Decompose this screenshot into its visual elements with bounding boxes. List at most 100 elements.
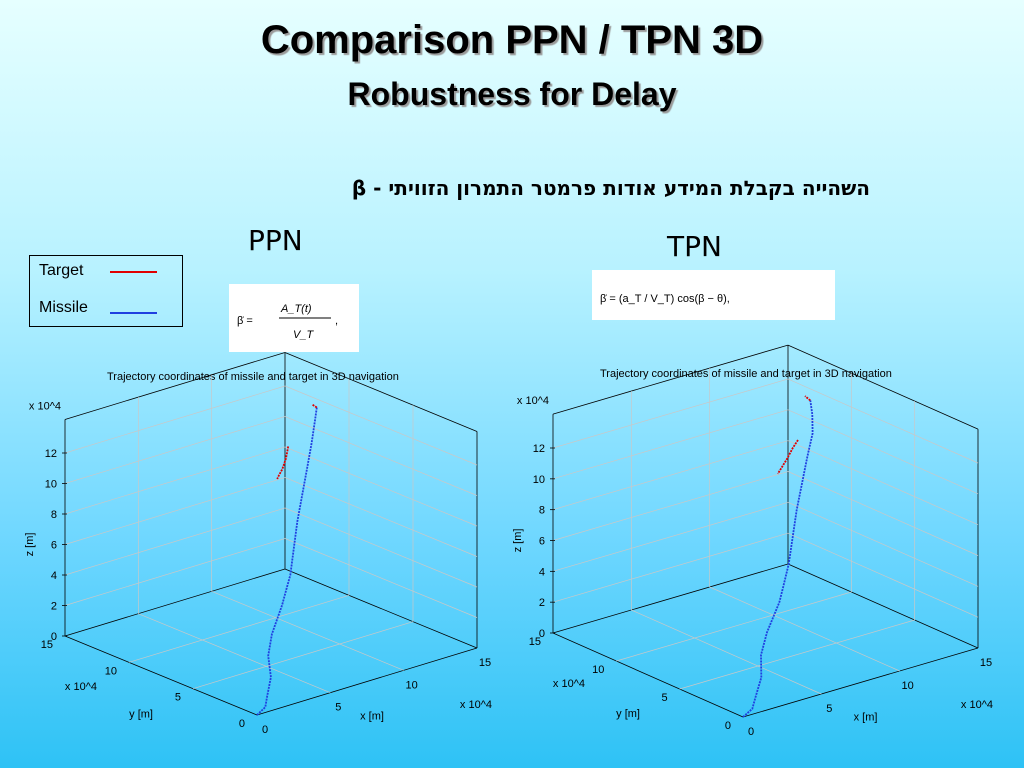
- ppn-z-tick-label: 6: [51, 540, 57, 552]
- ppn-grid-wall-z2: [284, 538, 478, 618]
- ppn-grid-floor-y: [128, 594, 350, 663]
- legend-missile-line: [110, 312, 157, 314]
- ppn-x-tick-label: 10: [406, 679, 418, 691]
- ppn-grid-wall-z2: [284, 477, 478, 557]
- ppn-grid-wall-z1: [64, 416, 286, 484]
- ppn-box-edge: [284, 568, 478, 649]
- ppn-grid-wall-z1: [64, 477, 286, 545]
- ppn-y-multiplier: x 10^4: [65, 681, 97, 693]
- tpn-z-tick-label: 12: [533, 443, 545, 455]
- tpn-x-tick-label: 15: [980, 657, 992, 669]
- tpn-grid-wall-z2: [787, 409, 979, 495]
- chart-title-tpn: Trajectory coordinates of missile and ta…: [600, 368, 892, 380]
- tpn-grid-wall-z2: [787, 378, 979, 464]
- ppn-formula-numerator: A_T(t): [280, 303, 312, 315]
- ppn-grid-floor-x: [138, 613, 331, 693]
- ppn-box-edge: [64, 635, 258, 716]
- tpn-formula-svg: β̇ = (a_T / V_T) cos(β − θ),: [600, 293, 730, 305]
- tpn-grid-wall-z1: [552, 409, 789, 480]
- ppn-z-tick-label: 12: [45, 448, 57, 460]
- tpn-z-tick-label: 10: [533, 474, 545, 486]
- ppn-series-target-top-: [312, 404, 318, 409]
- ppn-grid-floor-x: [211, 591, 404, 671]
- tpn-grid-wall-z2: [787, 440, 979, 525]
- slide-title: Comparison PPN / TPN 3D: [260, 18, 764, 62]
- tpn-x-axis-label: x [m]: [854, 712, 878, 724]
- tpn-series-target: [777, 439, 799, 475]
- tpn-box-edge: [552, 632, 744, 718]
- chart-title-ppn: Trajectory coordinates of missile and ta…: [107, 371, 399, 383]
- tpn-z-multiplier: x 10^4: [517, 395, 549, 407]
- ppn-formula-lhs: β̇ =: [237, 315, 253, 327]
- ppn-x-axis-label: x [m]: [360, 711, 384, 723]
- tpn-grid-wall-z1: [552, 378, 789, 449]
- tpn-box-edge: [742, 647, 979, 718]
- tpn-grid-wall-z1: [552, 532, 789, 603]
- ppn-formula-denominator: V_T: [293, 329, 314, 341]
- ppn-z-tick-label: 0: [51, 631, 57, 643]
- ppn-y-tick-label: 0: [239, 718, 245, 730]
- ppn-grid-wall-z2: [284, 507, 478, 588]
- ppn-z-tick-label: 2: [51, 601, 57, 613]
- tpn-grid-floor-y: [679, 619, 915, 690]
- ppn-y-tick-label: 10: [105, 665, 117, 677]
- ppn-z-tick-label: 4: [51, 570, 57, 582]
- tpn-x-tick-label: 5: [826, 703, 832, 715]
- tpn-grid-wall-z2: [787, 502, 979, 587]
- ppn-formula: β̇ = A_T(t) V_T ,: [229, 284, 359, 352]
- tpn-formula-text: β̇ = (a_T / V_T) cos(β − θ),: [600, 293, 730, 305]
- ppn-x-multiplier: x 10^4: [460, 699, 492, 711]
- legend-target-line: [110, 271, 157, 273]
- ppn-grid-wall-z2: [284, 446, 478, 527]
- ppn-formula-svg: β̇ = A_T(t) V_T ,: [237, 303, 338, 341]
- tpn-y-tick-label: 10: [592, 664, 604, 676]
- tpn-z-tick-label: 8: [539, 505, 545, 517]
- tpn-grid-floor-y: [616, 591, 852, 662]
- tpn-box-edge: [552, 563, 789, 634]
- tpn-grid-wall-z1: [552, 471, 789, 541]
- legend: Target Missile: [29, 255, 183, 327]
- legend-missile-label: Missile: [39, 299, 88, 316]
- tpn-y-tick-label: 5: [662, 692, 668, 704]
- tpn-z-tick-label: 0: [539, 628, 545, 640]
- ppn-x-tick-label: 15: [479, 657, 491, 669]
- ppn-box-edge: [64, 568, 286, 637]
- tpn-grid-wall-z2: [787, 532, 979, 618]
- ppn-label: PPN: [248, 224, 303, 257]
- tpn-grid-floor-x: [709, 586, 900, 672]
- tpn-x-tick-label: 10: [902, 680, 914, 692]
- ppn-z-multiplier: x 10^4: [29, 400, 61, 412]
- tpn-z-axis-label: z [m]: [512, 529, 524, 553]
- ppn-grid-wall-z1: [64, 507, 286, 576]
- tpn-formula: β̇ = (a_T / V_T) cos(β − θ),: [592, 270, 835, 320]
- ppn-box-edge: [64, 352, 286, 420]
- ppn-grid-wall-z1: [64, 446, 286, 515]
- hebrew-description: השהייה בקבלת המידע אודות פרמטר התמרון הז…: [351, 176, 870, 200]
- ppn-grid-floor-y: [192, 621, 414, 690]
- tpn-x-multiplier: x 10^4: [961, 699, 993, 711]
- tpn-y-axis-label: y [m]: [616, 708, 640, 720]
- ppn-series-missile: [256, 407, 318, 716]
- ppn-grid-wall-z1: [64, 538, 286, 606]
- tpn-y-multiplier: x 10^4: [553, 678, 585, 690]
- ppn-formula-tail: ,: [335, 315, 338, 327]
- tpn-grid-wall-z1: [552, 501, 789, 572]
- tpn-box-edge: [787, 344, 979, 430]
- tpn-y-tick-label: 0: [725, 720, 731, 732]
- tpn-z-tick-label: 6: [539, 536, 545, 548]
- ppn-x-tick-label: 5: [335, 702, 341, 714]
- ppn-y-axis-label: y [m]: [129, 709, 153, 721]
- legend-target-label: Target: [39, 262, 84, 279]
- tpn-y-tick-label: 15: [529, 636, 541, 648]
- ppn-z-tick-label: 8: [51, 509, 57, 521]
- ppn-box-edge: [284, 352, 478, 432]
- tpn-series-missile: [742, 400, 814, 718]
- tpn-series-target-top-: [804, 395, 811, 402]
- ppn-series-target: [276, 446, 290, 480]
- ppn-z-tick-label: 10: [45, 479, 57, 491]
- ppn-grid-wall-z2: [284, 385, 478, 466]
- slide-subtitle: Robustness for Delay: [347, 76, 677, 112]
- tpn-box-edge: [552, 344, 789, 415]
- tpn-grid-floor-x: [631, 609, 822, 695]
